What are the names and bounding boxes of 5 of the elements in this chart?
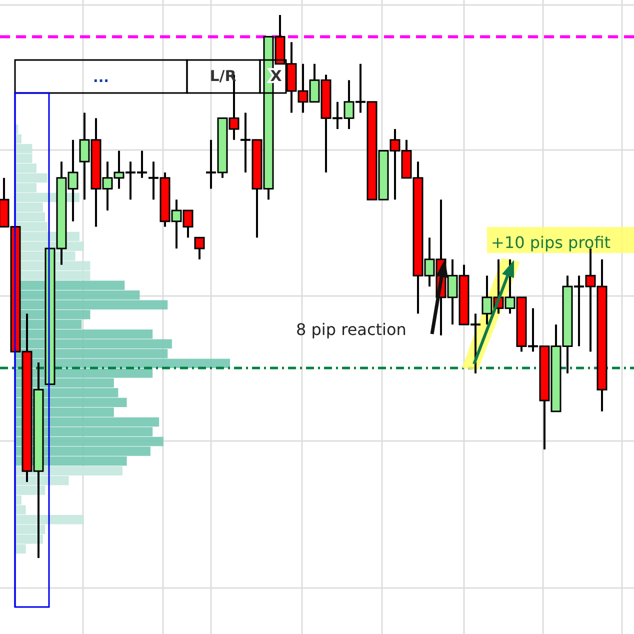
annotation: +10 pips profit xyxy=(491,233,611,252)
annotation: ... xyxy=(93,70,109,86)
annotation: L/R xyxy=(210,67,237,85)
candlestick xyxy=(194,236,205,260)
annotation: 8 pip reaction xyxy=(296,320,406,339)
